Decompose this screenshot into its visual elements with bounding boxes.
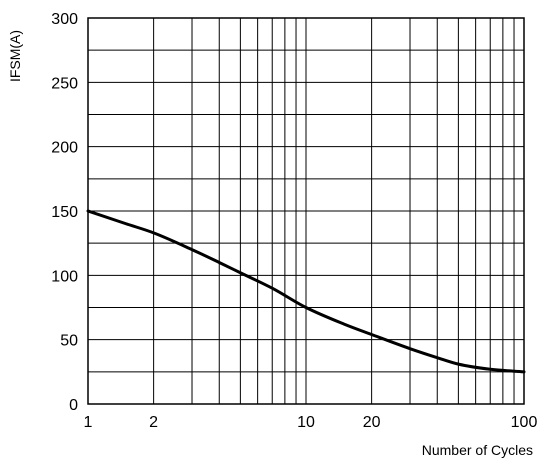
x-tick-label: 100: [511, 414, 538, 431]
x-tick-labels: 1 2 10 20 100: [84, 414, 538, 431]
y-tick-label: 150: [51, 204, 78, 221]
series-line: [86, 209, 526, 374]
x-axis-label: Number of Cycles: [422, 442, 533, 458]
y-tick-label: 200: [51, 140, 78, 157]
x-tick-label: 20: [363, 414, 381, 431]
grid: [88, 18, 524, 404]
y-tick-labels: 0 50 100 150 200 250 300: [51, 11, 78, 414]
x-tick-label: 10: [297, 414, 315, 431]
y-tick-label: 250: [51, 75, 78, 92]
y-tick-label: 0: [69, 397, 78, 414]
y-tick-label: 100: [51, 268, 78, 285]
x-tick-label: 1: [84, 414, 93, 431]
y-axis-label: IFSM(A): [7, 30, 23, 82]
x-tick-label: 2: [149, 414, 158, 431]
y-tick-label: 300: [51, 11, 78, 28]
y-tick-label: 50: [60, 333, 78, 350]
